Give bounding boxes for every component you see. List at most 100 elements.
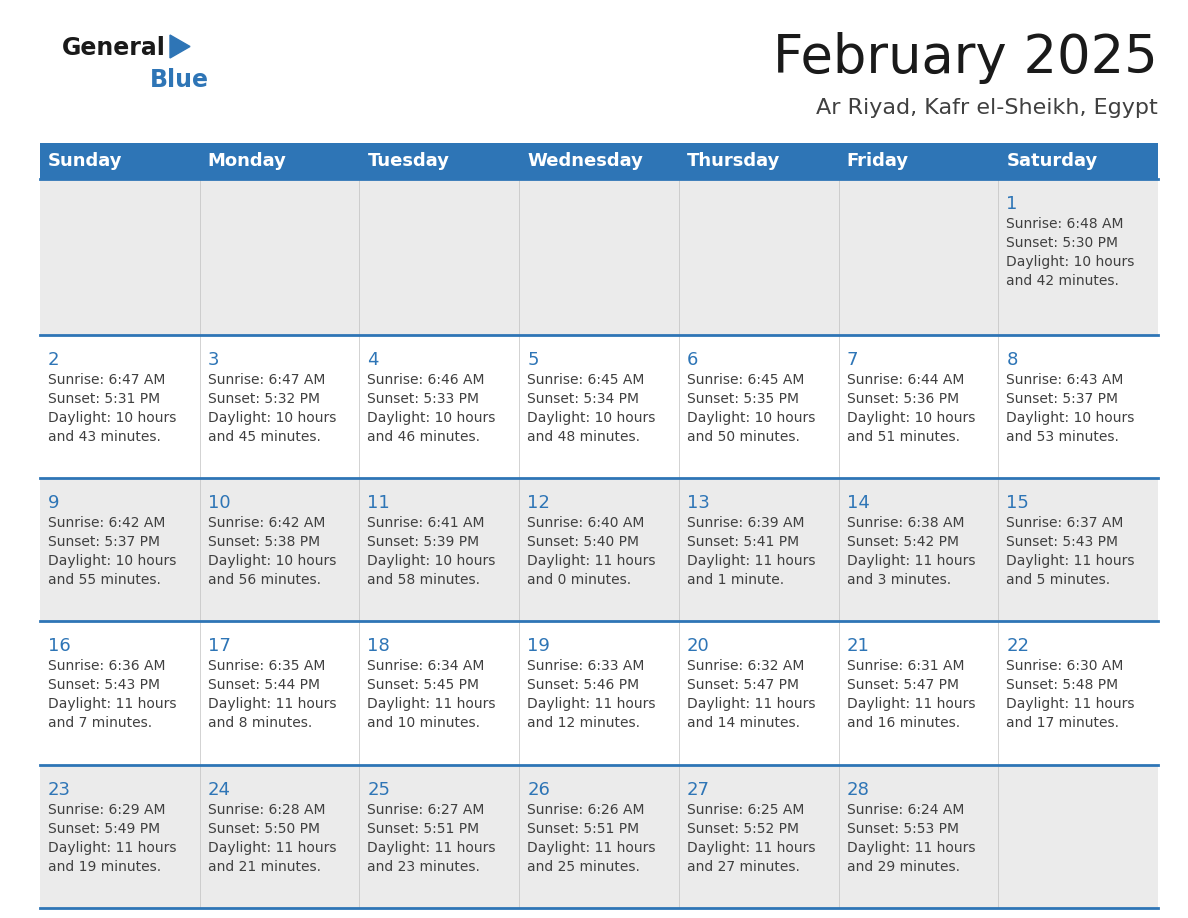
Text: 25: 25 bbox=[367, 780, 391, 799]
Text: Sunset: 5:35 PM: Sunset: 5:35 PM bbox=[687, 392, 798, 406]
Text: Sunrise: 6:34 AM: Sunrise: 6:34 AM bbox=[367, 659, 485, 674]
Text: 26: 26 bbox=[527, 780, 550, 799]
Text: Sunrise: 6:47 AM: Sunrise: 6:47 AM bbox=[48, 373, 165, 386]
Text: and 48 minutes.: and 48 minutes. bbox=[527, 430, 640, 444]
Text: Sunset: 5:38 PM: Sunset: 5:38 PM bbox=[208, 535, 320, 549]
Text: and 16 minutes.: and 16 minutes. bbox=[847, 716, 960, 731]
Text: Sunrise: 6:39 AM: Sunrise: 6:39 AM bbox=[687, 516, 804, 531]
Text: Sunset: 5:50 PM: Sunset: 5:50 PM bbox=[208, 822, 320, 835]
Text: 7: 7 bbox=[847, 351, 858, 369]
Bar bbox=[40, 335, 1158, 478]
Text: Sunset: 5:41 PM: Sunset: 5:41 PM bbox=[687, 535, 800, 549]
Text: and 14 minutes.: and 14 minutes. bbox=[687, 716, 800, 731]
Text: and 1 minute.: and 1 minute. bbox=[687, 573, 784, 588]
Text: Sunset: 5:32 PM: Sunset: 5:32 PM bbox=[208, 392, 320, 406]
Text: Sunset: 5:46 PM: Sunset: 5:46 PM bbox=[527, 678, 639, 692]
Text: Sunrise: 6:26 AM: Sunrise: 6:26 AM bbox=[527, 802, 645, 817]
Text: Thursday: Thursday bbox=[687, 152, 781, 170]
Text: Daylight: 11 hours: Daylight: 11 hours bbox=[208, 841, 336, 855]
Text: Sunrise: 6:35 AM: Sunrise: 6:35 AM bbox=[208, 659, 326, 674]
Text: and 58 minutes.: and 58 minutes. bbox=[367, 573, 480, 588]
Text: Sunset: 5:44 PM: Sunset: 5:44 PM bbox=[208, 678, 320, 692]
Text: Daylight: 11 hours: Daylight: 11 hours bbox=[527, 841, 656, 855]
Text: Daylight: 11 hours: Daylight: 11 hours bbox=[1006, 698, 1135, 711]
Text: Sunrise: 6:37 AM: Sunrise: 6:37 AM bbox=[1006, 516, 1124, 531]
Text: Daylight: 11 hours: Daylight: 11 hours bbox=[527, 698, 656, 711]
Text: Monday: Monday bbox=[208, 152, 286, 170]
Text: Sunset: 5:31 PM: Sunset: 5:31 PM bbox=[48, 392, 160, 406]
Text: 11: 11 bbox=[367, 494, 390, 512]
Text: Daylight: 11 hours: Daylight: 11 hours bbox=[847, 554, 975, 568]
Text: Sunrise: 6:27 AM: Sunrise: 6:27 AM bbox=[367, 802, 485, 817]
Text: and 5 minutes.: and 5 minutes. bbox=[1006, 573, 1111, 588]
Text: Ar Riyad, Kafr el-Sheikh, Egypt: Ar Riyad, Kafr el-Sheikh, Egypt bbox=[816, 98, 1158, 118]
Text: Sunset: 5:37 PM: Sunset: 5:37 PM bbox=[1006, 392, 1118, 406]
Text: Daylight: 11 hours: Daylight: 11 hours bbox=[208, 698, 336, 711]
Text: Daylight: 11 hours: Daylight: 11 hours bbox=[367, 698, 495, 711]
Text: Sunrise: 6:42 AM: Sunrise: 6:42 AM bbox=[48, 516, 165, 531]
Text: and 7 minutes.: and 7 minutes. bbox=[48, 716, 152, 731]
Text: 2: 2 bbox=[48, 351, 59, 369]
Text: Daylight: 11 hours: Daylight: 11 hours bbox=[48, 698, 177, 711]
Text: Sunrise: 6:48 AM: Sunrise: 6:48 AM bbox=[1006, 217, 1124, 231]
Text: Sunset: 5:36 PM: Sunset: 5:36 PM bbox=[847, 392, 959, 406]
Text: Daylight: 10 hours: Daylight: 10 hours bbox=[687, 411, 815, 425]
Text: 20: 20 bbox=[687, 637, 709, 655]
Text: and 8 minutes.: and 8 minutes. bbox=[208, 716, 312, 731]
Text: and 51 minutes.: and 51 minutes. bbox=[847, 430, 960, 444]
Text: 24: 24 bbox=[208, 780, 230, 799]
Text: 1: 1 bbox=[1006, 195, 1018, 213]
Text: Daylight: 10 hours: Daylight: 10 hours bbox=[48, 411, 176, 425]
Text: Daylight: 10 hours: Daylight: 10 hours bbox=[1006, 411, 1135, 425]
Text: Sunrise: 6:32 AM: Sunrise: 6:32 AM bbox=[687, 659, 804, 674]
Text: 8: 8 bbox=[1006, 351, 1018, 369]
Text: Sunset: 5:43 PM: Sunset: 5:43 PM bbox=[48, 678, 160, 692]
Text: and 27 minutes.: and 27 minutes. bbox=[687, 860, 800, 874]
Text: 9: 9 bbox=[48, 494, 59, 512]
Text: Daylight: 11 hours: Daylight: 11 hours bbox=[687, 554, 815, 568]
Text: Sunrise: 6:36 AM: Sunrise: 6:36 AM bbox=[48, 659, 165, 674]
Text: Sunrise: 6:45 AM: Sunrise: 6:45 AM bbox=[527, 373, 645, 386]
Text: Friday: Friday bbox=[847, 152, 909, 170]
Text: and 12 minutes.: and 12 minutes. bbox=[527, 716, 640, 731]
Text: and 46 minutes.: and 46 minutes. bbox=[367, 430, 480, 444]
Text: Sunrise: 6:43 AM: Sunrise: 6:43 AM bbox=[1006, 373, 1124, 386]
Text: Sunset: 5:52 PM: Sunset: 5:52 PM bbox=[687, 822, 798, 835]
Text: Sunset: 5:37 PM: Sunset: 5:37 PM bbox=[48, 535, 160, 549]
Text: Sunrise: 6:28 AM: Sunrise: 6:28 AM bbox=[208, 802, 326, 817]
Text: 19: 19 bbox=[527, 637, 550, 655]
Text: Sunrise: 6:38 AM: Sunrise: 6:38 AM bbox=[847, 516, 965, 531]
Bar bbox=[40, 143, 1158, 179]
Text: Daylight: 10 hours: Daylight: 10 hours bbox=[367, 554, 495, 568]
Text: Sunset: 5:47 PM: Sunset: 5:47 PM bbox=[847, 678, 959, 692]
Text: Sunset: 5:51 PM: Sunset: 5:51 PM bbox=[367, 822, 480, 835]
Text: 4: 4 bbox=[367, 351, 379, 369]
Text: and 19 minutes.: and 19 minutes. bbox=[48, 860, 162, 874]
Text: Sunset: 5:49 PM: Sunset: 5:49 PM bbox=[48, 822, 160, 835]
Bar bbox=[40, 765, 1158, 908]
Bar bbox=[40, 179, 1158, 335]
Text: and 45 minutes.: and 45 minutes. bbox=[208, 430, 321, 444]
Text: 5: 5 bbox=[527, 351, 538, 369]
Text: Sunrise: 6:30 AM: Sunrise: 6:30 AM bbox=[1006, 659, 1124, 674]
Text: Sunset: 5:33 PM: Sunset: 5:33 PM bbox=[367, 392, 480, 406]
Text: Sunrise: 6:46 AM: Sunrise: 6:46 AM bbox=[367, 373, 485, 386]
Text: February 2025: February 2025 bbox=[773, 32, 1158, 84]
Text: 13: 13 bbox=[687, 494, 709, 512]
Text: Daylight: 10 hours: Daylight: 10 hours bbox=[847, 411, 975, 425]
Text: 16: 16 bbox=[48, 637, 71, 655]
Text: Daylight: 11 hours: Daylight: 11 hours bbox=[1006, 554, 1135, 568]
Text: 17: 17 bbox=[208, 637, 230, 655]
Text: 14: 14 bbox=[847, 494, 870, 512]
Text: 6: 6 bbox=[687, 351, 699, 369]
Text: Daylight: 10 hours: Daylight: 10 hours bbox=[367, 411, 495, 425]
Text: and 50 minutes.: and 50 minutes. bbox=[687, 430, 800, 444]
Bar bbox=[40, 621, 1158, 765]
Text: and 10 minutes.: and 10 minutes. bbox=[367, 716, 480, 731]
Text: Daylight: 11 hours: Daylight: 11 hours bbox=[48, 841, 177, 855]
Text: 28: 28 bbox=[847, 780, 870, 799]
Text: Sunrise: 6:44 AM: Sunrise: 6:44 AM bbox=[847, 373, 963, 386]
Text: Sunrise: 6:42 AM: Sunrise: 6:42 AM bbox=[208, 516, 326, 531]
Text: Tuesday: Tuesday bbox=[367, 152, 449, 170]
Text: and 21 minutes.: and 21 minutes. bbox=[208, 860, 321, 874]
